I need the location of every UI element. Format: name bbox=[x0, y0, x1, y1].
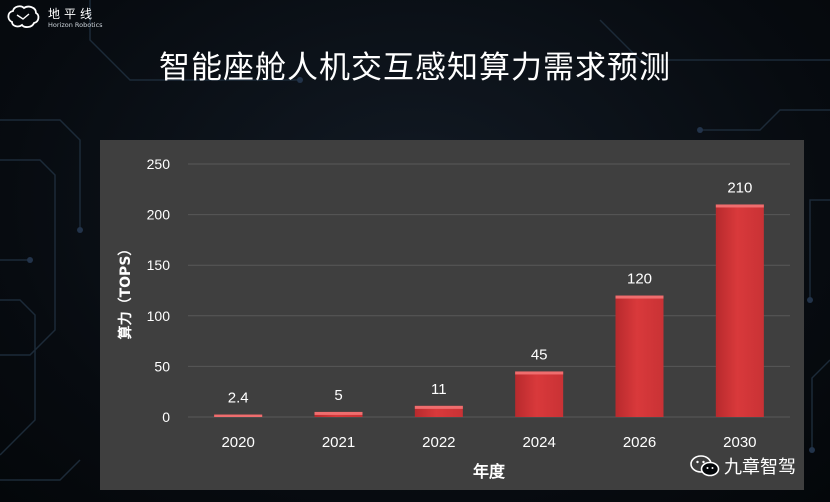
wechat-icon bbox=[690, 455, 720, 477]
bar-highlight bbox=[715, 204, 764, 208]
wechat-watermark: 九章智驾 bbox=[690, 453, 830, 479]
x-axis-title: 年度 bbox=[473, 462, 506, 481]
bar bbox=[515, 371, 564, 417]
x-tick-label: 2020 bbox=[221, 434, 254, 451]
data-label: 120 bbox=[627, 271, 652, 288]
y-tick-label: 100 bbox=[147, 308, 171, 324]
bar-highlight bbox=[414, 405, 463, 409]
brand-name-en: Horizon Robotics bbox=[48, 21, 103, 29]
data-label: 210 bbox=[727, 179, 752, 196]
data-label: 2.4 bbox=[228, 390, 249, 407]
data-label: 5 bbox=[334, 387, 342, 404]
chart-panel: 0 50 100 150 200 250 2.4 2020 5 2021 11 2022 45 2024 1… bbox=[100, 140, 804, 490]
x-tick-label: 2021 bbox=[322, 434, 355, 451]
y-tick-label: 0 bbox=[162, 409, 170, 425]
data-label: 11 bbox=[431, 381, 447, 398]
bar bbox=[715, 204, 764, 417]
y-axis-title: 算力（TOPS） bbox=[117, 242, 134, 340]
bar-highlight bbox=[314, 411, 363, 415]
slide-title: 智能座舱人机交互感知算力需求预测 bbox=[159, 50, 671, 86]
y-tick-label: 200 bbox=[147, 207, 171, 223]
x-tick-label: 2026 bbox=[623, 434, 656, 451]
bar-highlight bbox=[515, 371, 564, 375]
x-tick-label: 2022 bbox=[422, 434, 455, 451]
horizon-robotics-logo: 地平线 Horizon Robotics bbox=[4, 2, 114, 32]
data-label: 45 bbox=[531, 346, 548, 363]
brand-name-cn: 地平线 bbox=[48, 7, 97, 21]
brain-logo-icon bbox=[7, 5, 40, 28]
watermark-text: 九章智驾 bbox=[724, 457, 796, 478]
bar-highlight bbox=[214, 414, 263, 417]
bar-highlight bbox=[615, 295, 664, 299]
bar-chart: 0 50 100 150 200 250 2.4 2020 5 2021 11 2022 45 2024 1… bbox=[117, 156, 790, 481]
bar bbox=[414, 405, 463, 417]
y-tick-label: 150 bbox=[147, 257, 171, 273]
x-tick-label: 2030 bbox=[723, 434, 756, 451]
bar bbox=[615, 295, 664, 417]
y-tick-label: 250 bbox=[147, 156, 171, 172]
y-tick-label: 50 bbox=[154, 358, 170, 374]
x-tick-label: 2024 bbox=[522, 434, 555, 451]
